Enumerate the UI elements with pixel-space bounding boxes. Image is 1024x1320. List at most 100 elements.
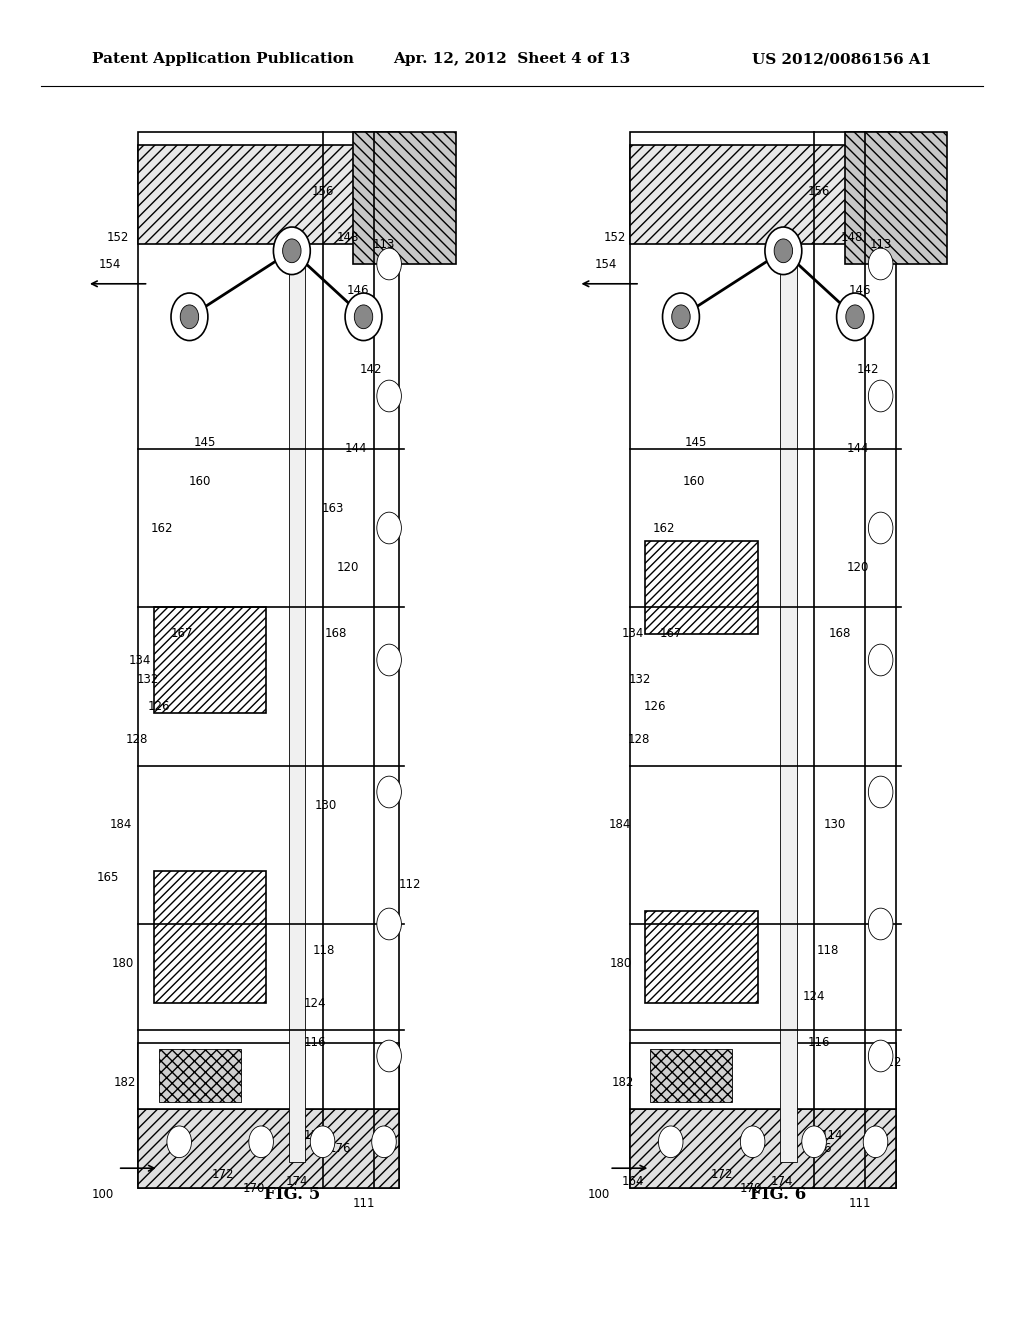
Text: 182: 182 [114, 1076, 136, 1089]
Bar [630, 132, 896, 1188]
Circle shape [868, 248, 893, 280]
Text: 126: 126 [644, 700, 667, 713]
Text: 146: 146 [347, 284, 370, 297]
Circle shape [846, 305, 864, 329]
Circle shape [310, 1126, 335, 1158]
Text: 174: 174 [286, 1175, 308, 1188]
Text: 180: 180 [112, 957, 134, 970]
Text: 100: 100 [588, 1188, 610, 1201]
Text: 154: 154 [98, 257, 121, 271]
Text: 111: 111 [849, 1197, 871, 1210]
Circle shape [868, 380, 893, 412]
Text: 154: 154 [595, 257, 617, 271]
Text: 184: 184 [110, 818, 132, 832]
Text: 164: 164 [622, 1175, 644, 1188]
Bar [138, 1109, 399, 1188]
Text: 134: 134 [622, 627, 644, 640]
Text: 144: 144 [345, 442, 368, 455]
Text: Apr. 12, 2012  Sheet 4 of 13: Apr. 12, 2012 Sheet 4 of 13 [393, 53, 631, 66]
Text: 111: 111 [352, 1197, 375, 1210]
Text: 118: 118 [816, 944, 839, 957]
Bar [630, 1109, 896, 1188]
Text: 180: 180 [609, 957, 632, 970]
Circle shape [868, 1040, 893, 1072]
Circle shape [180, 305, 199, 329]
Circle shape [345, 293, 382, 341]
Text: 113: 113 [373, 238, 395, 251]
Circle shape [658, 1126, 683, 1158]
Text: 172: 172 [711, 1168, 733, 1181]
Text: 144: 144 [847, 442, 869, 455]
Text: 128: 128 [126, 733, 148, 746]
Text: 132: 132 [136, 673, 159, 686]
Text: 167: 167 [171, 627, 194, 640]
Text: 148: 148 [841, 231, 863, 244]
Bar [353, 132, 456, 264]
Circle shape [868, 512, 893, 544]
Text: 168: 168 [325, 627, 347, 640]
Text: 148: 148 [337, 231, 359, 244]
Circle shape [167, 1126, 191, 1158]
Text: 172: 172 [212, 1168, 234, 1181]
Circle shape [868, 776, 893, 808]
Text: 120: 120 [337, 561, 359, 574]
Text: FIG. 5: FIG. 5 [264, 1187, 319, 1203]
Text: 124: 124 [304, 997, 327, 1010]
Circle shape [372, 1126, 396, 1158]
Text: 162: 162 [151, 521, 173, 535]
Bar [154, 871, 266, 1003]
Bar [845, 132, 947, 264]
Bar [138, 1043, 399, 1109]
Bar [650, 1049, 732, 1102]
Text: 100: 100 [91, 1188, 114, 1201]
Circle shape [765, 227, 802, 275]
Circle shape [740, 1126, 765, 1158]
Text: 163: 163 [322, 502, 344, 515]
Circle shape [354, 305, 373, 329]
Text: 132: 132 [629, 673, 651, 686]
Bar [154, 607, 266, 713]
Text: 145: 145 [194, 436, 216, 449]
Text: 184: 184 [608, 818, 631, 832]
Circle shape [377, 1040, 401, 1072]
Text: 152: 152 [603, 231, 626, 244]
Text: 112: 112 [880, 1056, 902, 1069]
Bar [138, 132, 399, 1188]
Text: 113: 113 [869, 238, 892, 251]
Text: 116: 116 [304, 1036, 327, 1049]
Bar [159, 1049, 241, 1102]
Text: FIG. 6: FIG. 6 [751, 1187, 806, 1203]
Circle shape [868, 908, 893, 940]
Text: 165: 165 [96, 871, 119, 884]
Circle shape [663, 293, 699, 341]
Text: 120: 120 [847, 561, 869, 574]
Text: 152: 152 [106, 231, 129, 244]
Bar [630, 1043, 896, 1109]
Text: 142: 142 [857, 363, 880, 376]
Bar [780, 158, 797, 1162]
Text: 182: 182 [611, 1076, 634, 1089]
Circle shape [273, 227, 310, 275]
Circle shape [837, 293, 873, 341]
Circle shape [377, 248, 401, 280]
Text: 167: 167 [659, 627, 682, 640]
Bar [289, 158, 305, 1162]
Text: 176: 176 [810, 1142, 833, 1155]
Text: 124: 124 [803, 990, 825, 1003]
Text: Patent Application Publication: Patent Application Publication [92, 53, 354, 66]
Bar [645, 541, 758, 634]
Bar [138, 145, 399, 244]
Circle shape [802, 1126, 826, 1158]
Circle shape [863, 1126, 888, 1158]
Text: 114: 114 [304, 1129, 327, 1142]
Text: 170: 170 [243, 1181, 265, 1195]
Text: 170: 170 [739, 1181, 762, 1195]
Circle shape [377, 512, 401, 544]
Text: 145: 145 [685, 436, 708, 449]
Text: 128: 128 [628, 733, 650, 746]
Text: 112: 112 [398, 878, 421, 891]
Text: 176: 176 [329, 1142, 351, 1155]
Circle shape [672, 305, 690, 329]
Circle shape [377, 908, 401, 940]
Text: 160: 160 [683, 475, 706, 488]
